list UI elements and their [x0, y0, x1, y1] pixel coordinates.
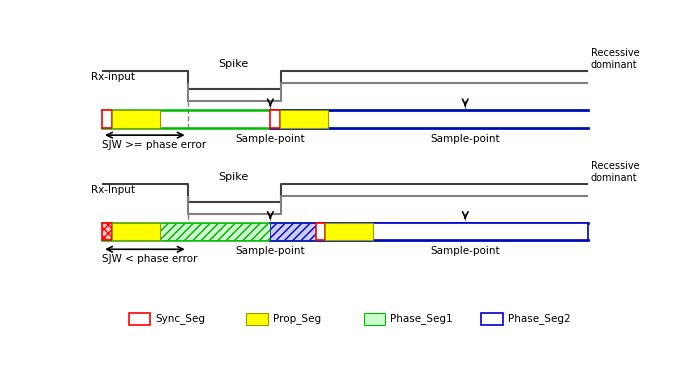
Bar: [112, 110, 160, 128]
Bar: [280, 110, 328, 128]
Bar: [112, 223, 160, 240]
Text: Rx-Input: Rx-Input: [92, 185, 136, 195]
Text: Sample-point: Sample-point: [236, 246, 305, 256]
Text: SJW >= phase error: SJW >= phase error: [102, 140, 206, 150]
Text: Spike: Spike: [218, 59, 248, 69]
Bar: [102, 223, 112, 240]
Text: Sample-point: Sample-point: [431, 246, 500, 256]
Bar: [247, 313, 267, 325]
Text: Sample-point: Sample-point: [431, 134, 500, 144]
Bar: [325, 223, 373, 240]
Bar: [160, 223, 270, 240]
Bar: [270, 223, 316, 240]
Text: Prop_Seg: Prop_Seg: [273, 313, 321, 325]
Bar: [270, 110, 280, 128]
Bar: [316, 223, 325, 240]
Text: SJW < phase error: SJW < phase error: [102, 254, 198, 264]
Bar: [481, 313, 503, 325]
Bar: [373, 223, 588, 240]
Bar: [102, 110, 112, 128]
Bar: [129, 313, 150, 325]
Text: Sample-point: Sample-point: [236, 134, 305, 144]
Bar: [364, 313, 385, 325]
Text: Phase_Seg1: Phase_Seg1: [391, 313, 453, 325]
Text: Spike: Spike: [218, 172, 248, 182]
Text: Phase_Seg2: Phase_Seg2: [508, 313, 570, 325]
Text: Sync_Seg: Sync_Seg: [156, 313, 205, 325]
Text: Recessive
dominant: Recessive dominant: [590, 161, 639, 182]
Text: Rx-input: Rx-input: [92, 72, 136, 82]
Text: Recessive
dominant: Recessive dominant: [590, 48, 639, 70]
